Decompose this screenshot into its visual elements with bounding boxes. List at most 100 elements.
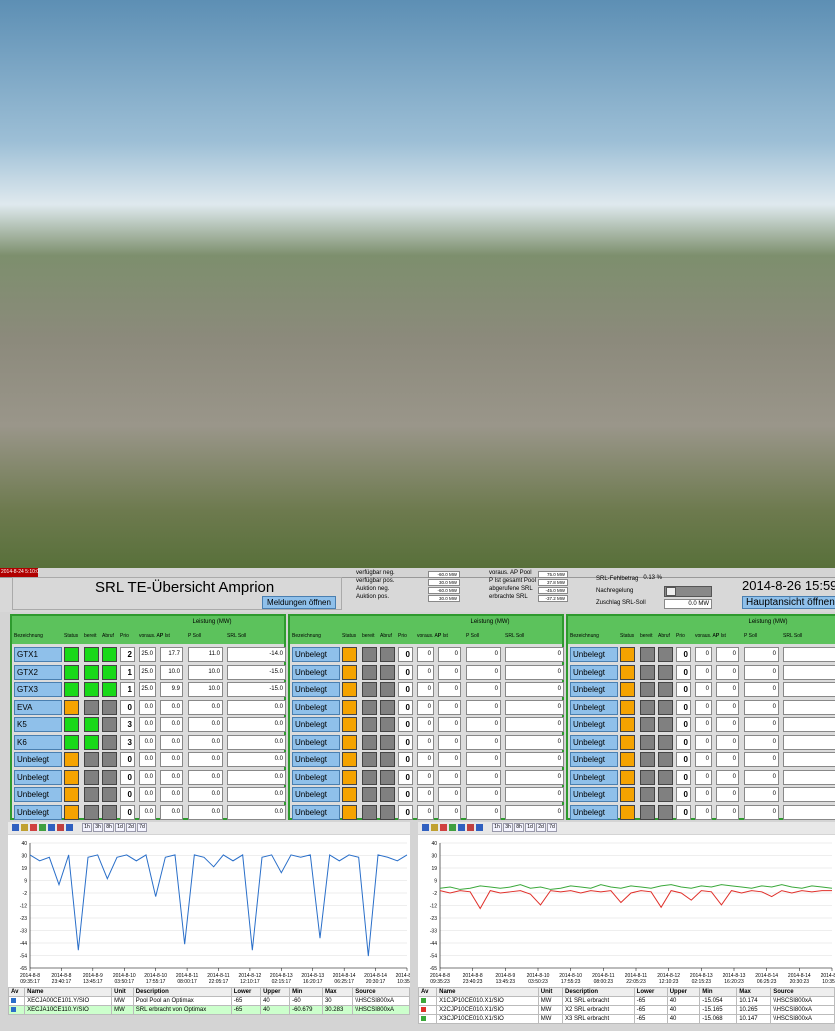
value-field: 0 <box>505 752 564 767</box>
range-button[interactable]: 1d <box>115 823 125 832</box>
value-field: 0.0 <box>188 770 223 785</box>
column-label: SRL Soll <box>783 633 802 639</box>
unit-button[interactable]: Unbelegt <box>14 805 62 820</box>
legend-cell: -65 <box>231 1006 260 1015</box>
value-field: 0 <box>744 682 779 697</box>
value-field: 0 <box>783 682 835 697</box>
unit-button[interactable]: Unbelegt <box>14 770 62 785</box>
prio: 0 <box>120 770 135 785</box>
x-tick-label: 2014-8-1406:25:23 <box>755 973 778 985</box>
value-field: 0 <box>417 752 434 767</box>
legend-cell: -65 <box>634 1015 667 1024</box>
unit-button[interactable]: GTX3 <box>14 682 62 697</box>
unit-button[interactable]: Unbelegt <box>570 805 618 820</box>
range-button[interactable]: 3h <box>93 823 103 832</box>
prio: 1 <box>120 682 135 697</box>
value-field: 25.0 <box>139 665 156 680</box>
status-indicator: #f5a300 <box>342 647 357 662</box>
status-indicator: #19d919 <box>64 717 79 732</box>
range-button[interactable]: 7d <box>137 823 147 832</box>
legend-cell: -15.165 <box>700 1006 737 1015</box>
unit-button[interactable]: Unbelegt <box>292 805 340 820</box>
value-field: 0 <box>695 805 712 820</box>
tool-icon <box>467 824 474 831</box>
legend-cell: X3CJP10CE010.X1/SIO <box>437 1015 539 1024</box>
group-label: Leistung (MW) <box>420 619 560 625</box>
value-field: 0.0 <box>139 787 156 802</box>
value-field: 11.0 <box>188 647 223 662</box>
call-indicator: #808080 <box>380 752 395 767</box>
legend-cell: X1CJP10CE010.X1/SIO <box>437 997 539 1006</box>
unit-button[interactable]: Unbelegt <box>570 752 618 767</box>
legend-cell: -60 <box>290 997 323 1006</box>
value-field: 0 <box>466 770 501 785</box>
unit-button[interactable]: Unbelegt <box>570 682 618 697</box>
value-field: 0 <box>438 717 461 732</box>
prio: 0 <box>398 682 413 697</box>
unit-button[interactable]: Unbelegt <box>292 682 340 697</box>
range-button[interactable]: 7d <box>547 823 557 832</box>
ready-indicator: #808080 <box>640 770 655 785</box>
ready-indicator: #808080 <box>640 700 655 715</box>
unit-button[interactable]: GTX2 <box>14 665 62 680</box>
y-tick-label: 40 <box>431 841 437 847</box>
y-tick-label: 30 <box>21 854 27 860</box>
value-field: 0.0 <box>139 770 156 785</box>
value-field: 0 <box>716 700 739 715</box>
unit-button[interactable]: Unbelegt <box>292 700 340 715</box>
y-tick-label: -54 <box>20 954 27 960</box>
ready-indicator: #808080 <box>362 682 377 697</box>
unit-button[interactable]: Unbelegt <box>14 752 62 767</box>
trend-line <box>440 885 832 890</box>
unit-button[interactable]: K6 <box>14 735 62 750</box>
stat-value: 0.0 MW <box>664 599 712 609</box>
unit-button[interactable]: Unbelegt <box>570 717 618 732</box>
call-indicator: #808080 <box>658 682 673 697</box>
value-field: 0 <box>466 665 501 680</box>
value-field: 0 <box>417 665 434 680</box>
call-indicator: #19d919 <box>102 682 117 697</box>
range-button[interactable]: 1d <box>525 823 535 832</box>
unit-button[interactable]: Unbelegt <box>292 665 340 680</box>
unit-button[interactable]: Unbelegt <box>292 752 340 767</box>
unit-button[interactable]: Unbelegt <box>292 647 340 662</box>
legend-cell: 30.283 <box>322 1006 352 1015</box>
range-button[interactable]: 3h <box>503 823 513 832</box>
unit-button[interactable]: Unbelegt <box>292 787 340 802</box>
unit-button[interactable]: Unbelegt <box>570 770 618 785</box>
value-field: 0 <box>744 770 779 785</box>
value-field: 0.0 <box>139 700 156 715</box>
unit-button[interactable]: Unbelegt <box>570 647 618 662</box>
unit-button[interactable]: Unbelegt <box>292 735 340 750</box>
ready-indicator: #808080 <box>84 787 99 802</box>
unit-button[interactable]: K5 <box>14 717 62 732</box>
value-field: 0 <box>438 735 461 750</box>
value-field: 0 <box>505 770 564 785</box>
unit-button[interactable]: GTX1 <box>14 647 62 662</box>
unit-button[interactable]: Unbelegt <box>570 787 618 802</box>
value-field: 0 <box>695 717 712 732</box>
legend-header: AvNameUnitDescriptionLowerUpperMinMaxSou… <box>9 988 410 997</box>
unit-button[interactable]: Unbelegt <box>14 787 62 802</box>
unit-button[interactable]: Unbelegt <box>570 735 618 750</box>
range-button[interactable]: 1h <box>492 823 502 832</box>
unit-button[interactable]: Unbelegt <box>570 700 618 715</box>
unit-button[interactable]: Unbelegt <box>292 770 340 785</box>
ready-indicator: #808080 <box>640 805 655 820</box>
call-indicator: #19d919 <box>102 665 117 680</box>
range-button[interactable]: 2d <box>126 823 136 832</box>
range-button[interactable]: 8h <box>104 823 114 832</box>
range-button[interactable]: 8h <box>514 823 524 832</box>
y-tick-label: 9 <box>24 879 27 885</box>
y-tick-label: -12 <box>430 904 437 910</box>
unit-button[interactable]: Unbelegt <box>570 665 618 680</box>
main-view-button[interactable]: Hauptansicht öffnen <box>742 596 835 609</box>
prio: 0 <box>120 752 135 767</box>
range-button[interactable]: 1h <box>82 823 92 832</box>
messages-button[interactable]: Meldungen öffnen <box>262 596 336 609</box>
y-tick-label: -23 <box>430 916 437 922</box>
range-button[interactable]: 2d <box>536 823 546 832</box>
unit-button[interactable]: Unbelegt <box>292 717 340 732</box>
value-field: 0 <box>417 682 434 697</box>
unit-button[interactable]: EVA <box>14 700 62 715</box>
